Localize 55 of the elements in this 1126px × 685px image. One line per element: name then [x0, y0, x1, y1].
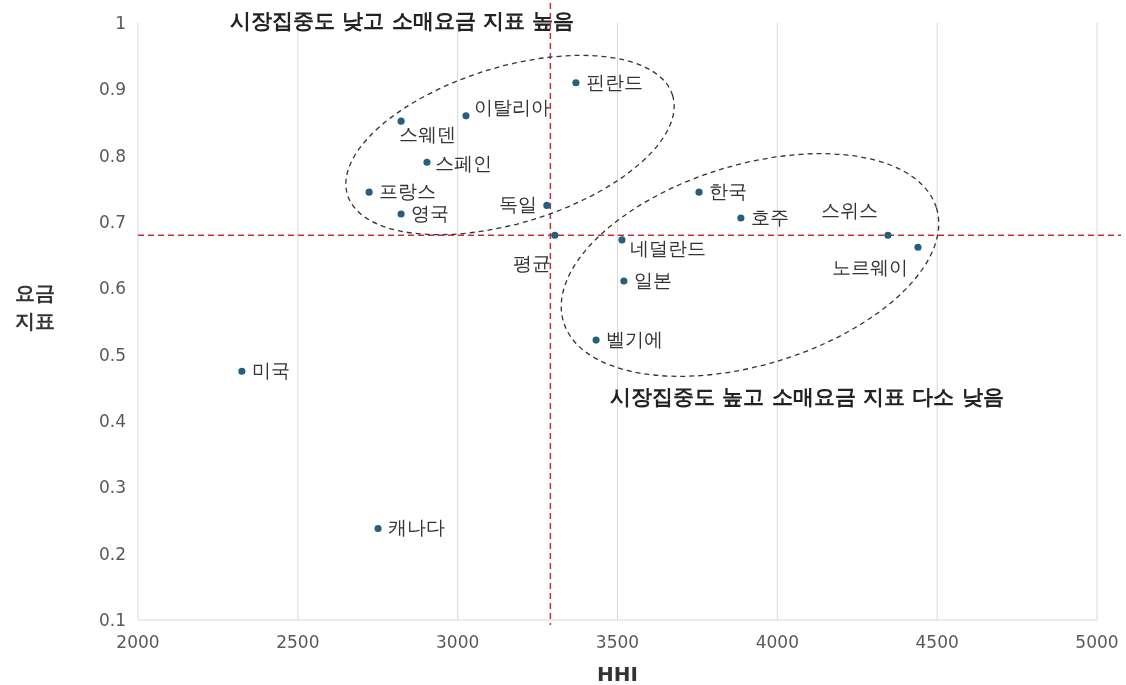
annotation: 이탈리아: [473, 95, 550, 118]
x-tick-label: 3000: [436, 632, 480, 652]
point: [423, 158, 431, 166]
x-tick-label: 4000: [755, 632, 799, 652]
y-tick-label: 0.6: [98, 278, 126, 299]
y-tick-label: 0.7: [98, 212, 126, 232]
point: [884, 231, 892, 239]
point: [397, 117, 405, 125]
point: [238, 367, 246, 375]
point: [572, 79, 580, 87]
point: [543, 201, 551, 209]
point: [618, 236, 626, 244]
y-axis-title: 요금 지표: [15, 281, 55, 333]
y-tick-label: 0.9: [98, 79, 126, 100]
y-tick-label: 0.4: [98, 411, 126, 431]
point: [737, 214, 745, 222]
annotation: 일본: [633, 269, 672, 292]
annotation: 스위스: [820, 199, 878, 222]
annotation: 벨기에: [606, 328, 664, 351]
annotation: 핀란드: [585, 70, 643, 93]
x-tick-label: 2500: [276, 632, 320, 652]
y-tick-label: 0.8: [98, 145, 126, 166]
x-tick-label: 2000: [116, 632, 160, 652]
y-tick-label: 0.2: [98, 543, 126, 564]
annotation: 노르웨이: [831, 256, 908, 279]
point: [397, 210, 405, 218]
y-tick-label: 0.3: [98, 477, 126, 498]
y-tick-label: 1: [115, 13, 126, 33]
y-tick-label: 0.1: [98, 610, 126, 630]
point: [620, 277, 628, 285]
annotation: 스페인: [434, 152, 492, 175]
annotation: 프랑스: [379, 180, 437, 203]
point: [914, 243, 922, 251]
y-tick-label: 0.5: [98, 344, 126, 365]
point: [695, 188, 703, 196]
point: [365, 188, 373, 196]
point: [462, 112, 470, 120]
annotation: 미국: [251, 359, 290, 382]
point: [374, 524, 382, 533]
annotation: 한국: [709, 180, 748, 203]
x-tick-label: 3500: [595, 632, 640, 652]
x-axis-title: HHI: [597, 662, 638, 685]
annotation: 시장집중도 높고 소매요금 지표 다소 낮음: [610, 385, 1004, 409]
annotation: 시장집중도 낮고 소매요금 지표 높음: [230, 9, 575, 33]
point: [592, 336, 600, 344]
annotation: 호주: [750, 206, 789, 229]
x-tick-label: 5000: [1075, 632, 1119, 652]
annotation: 영국: [411, 202, 450, 225]
annotation: 스웨덴: [399, 123, 457, 146]
annotation: 캐나다: [388, 516, 446, 539]
x-tick-label: 4500: [915, 632, 959, 652]
annotation: 네덜란드: [629, 236, 706, 259]
point: [551, 231, 559, 239]
annotation: 평균: [512, 252, 551, 275]
annotation: 독일: [498, 193, 537, 216]
